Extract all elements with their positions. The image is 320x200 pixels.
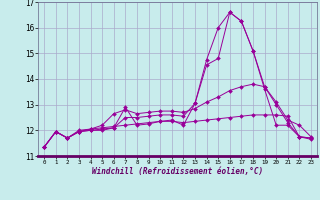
X-axis label: Windchill (Refroidissement éolien,°C): Windchill (Refroidissement éolien,°C)	[92, 167, 263, 176]
